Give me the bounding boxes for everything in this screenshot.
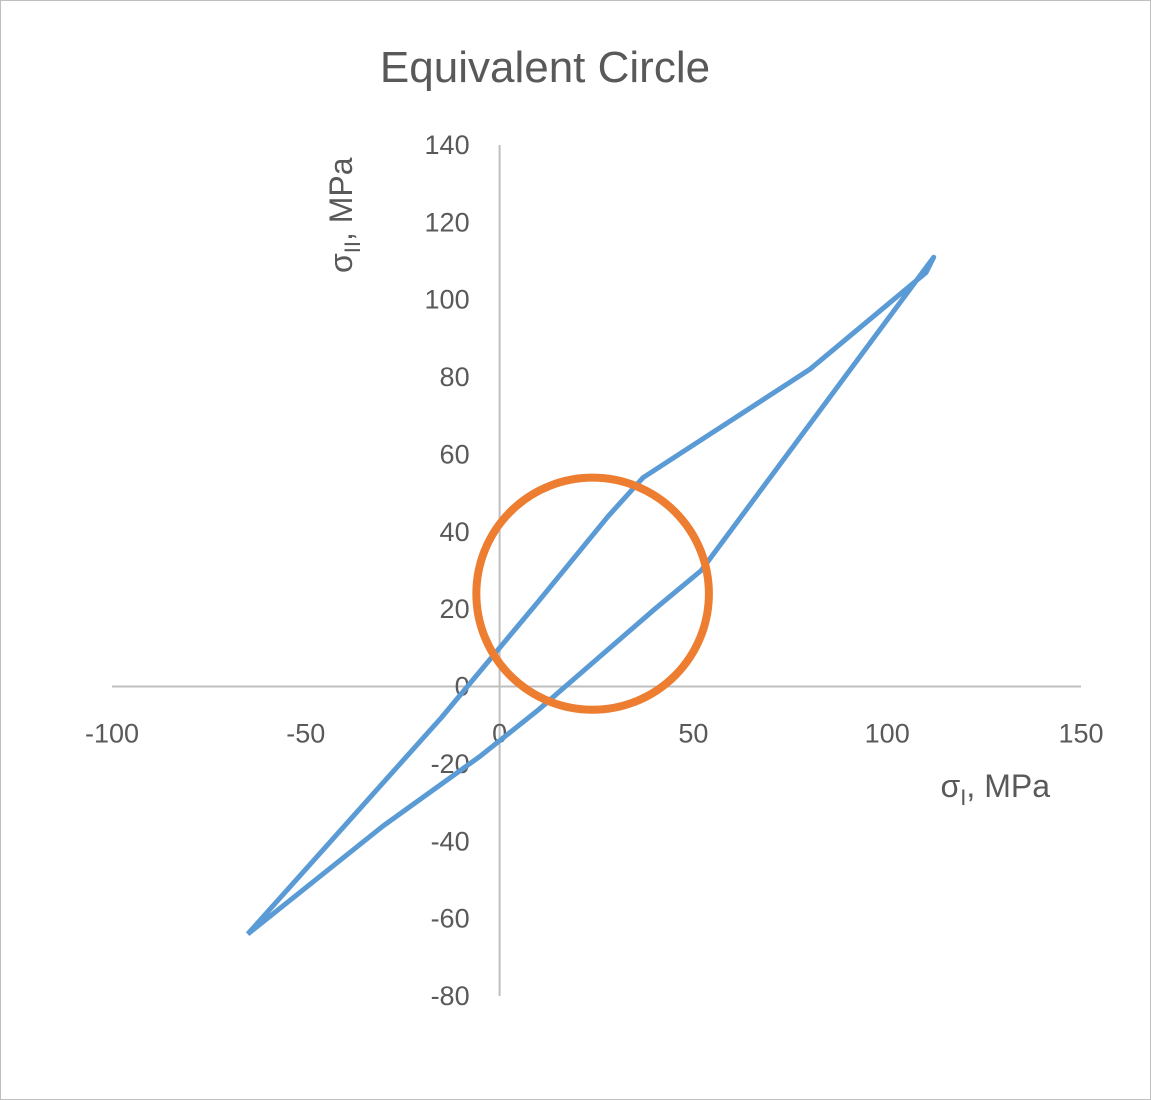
y-tick-label: 20 [440,594,470,624]
y-tick-label: -80 [431,981,470,1011]
x-tick-label: -100 [85,719,139,749]
series-group [245,254,937,937]
y-tick-label: 60 [440,439,470,469]
x-axis-title-unit: , MPa [966,768,1050,804]
y-axis-title-symbol: σ [323,253,359,273]
x-tick-label: 150 [1058,719,1103,749]
y-tick-label: 40 [440,517,470,547]
y-tick-label: 100 [425,285,470,315]
x-tick-label: 50 [678,719,708,749]
y-axis-title: σII, MPa [323,157,365,273]
x-tick-label: -50 [286,719,325,749]
x-tick-labels: -100 -50 0 50 100 150 [85,719,1104,749]
y-tick-label: 140 [425,130,470,160]
x-tick-label: 100 [865,719,910,749]
y-axis-title-unit: , MPa [323,157,359,241]
x-axis-title-symbol: σ [941,768,961,804]
axes [112,145,1081,996]
y-tick-label: 120 [425,207,470,237]
chart-title: Equivalent Circle [380,43,710,92]
y-tick-label: -20 [431,749,470,779]
x-axis-title: σI, MPa [941,768,1051,810]
y-axis-title-subscript: II [340,241,365,253]
stress-path-line [245,254,937,937]
y-tick-label: -60 [431,904,470,934]
equivalent-circle-line [472,473,713,714]
y-tick-label: -40 [431,826,470,856]
x-axis-title-subscript: I [960,785,966,810]
y-tick-label: 80 [440,362,470,392]
